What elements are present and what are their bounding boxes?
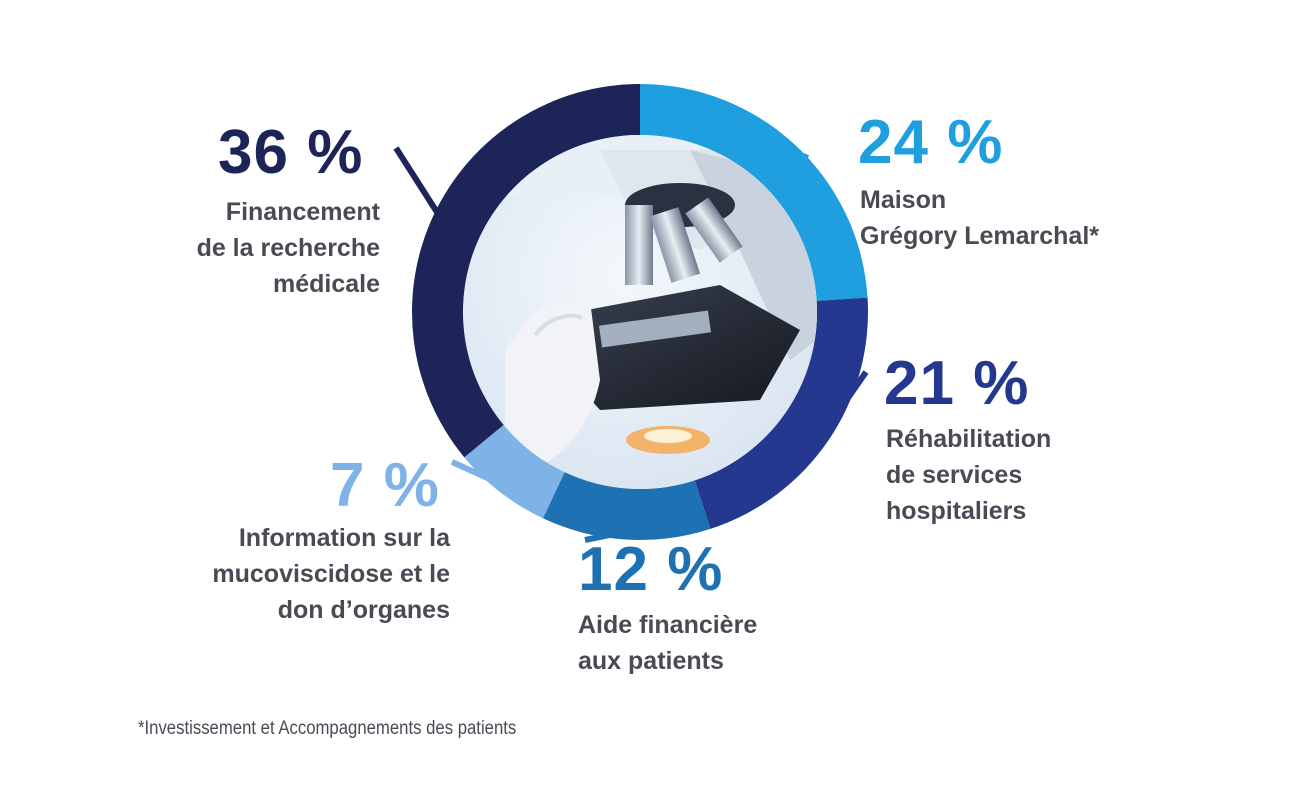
slice-connector-line xyxy=(819,370,869,438)
pct-12: 12 % xyxy=(578,535,724,604)
donut-slice xyxy=(412,84,640,458)
slice-connector-line xyxy=(393,146,444,220)
label-aide: Aide financière aux patients xyxy=(578,611,758,675)
donut-slice xyxy=(464,424,565,519)
pct-24: 24 % xyxy=(858,108,1004,177)
label-information: Information sur la mucoviscidose et le d… xyxy=(212,524,450,624)
label-maison: Maison Grégory Lemarchal* xyxy=(860,186,1099,250)
donut-slice xyxy=(694,297,869,529)
donut-slice xyxy=(542,472,711,540)
pct-36: 36 % xyxy=(218,118,364,187)
footnote: *Investissement et Accompagnements des p… xyxy=(138,718,517,739)
label-rehabilitation: Réhabilitation de services hospitaliers xyxy=(886,425,1052,525)
donut-slice xyxy=(640,84,868,301)
slice-connector-line xyxy=(789,148,810,161)
pct-7: 7 % xyxy=(330,451,440,520)
slice-connector-line xyxy=(450,459,507,489)
pct-21: 21 % xyxy=(884,349,1030,418)
label-recherche: Financement de la recherche médicale xyxy=(196,198,380,298)
slice-connector-line xyxy=(584,528,627,543)
